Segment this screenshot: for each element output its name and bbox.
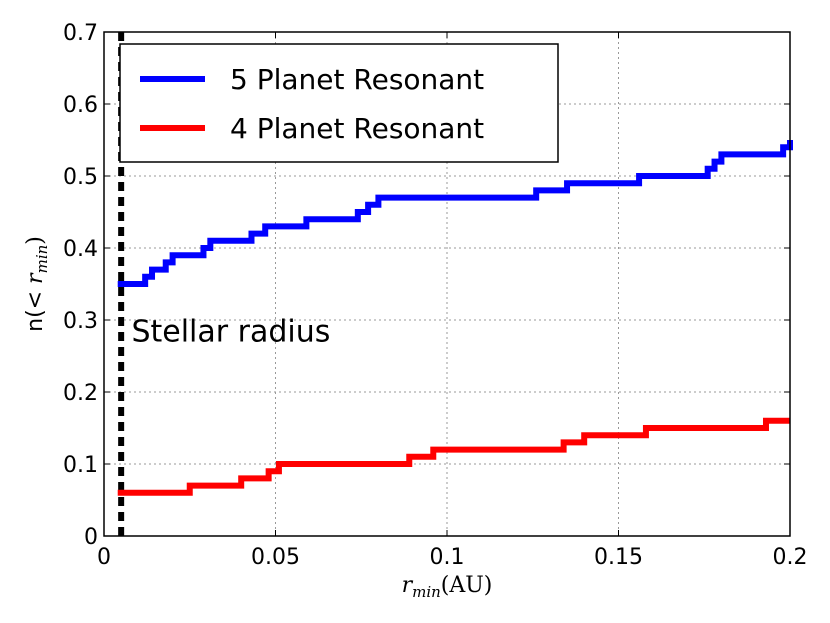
legend-label-5-planet: 5 Planet Resonant [230, 63, 484, 96]
y-tick-label: 0.7 [63, 21, 98, 46]
y-axis-title: n(< rmin) [23, 236, 51, 332]
x-tick-label: 0.2 [773, 545, 808, 570]
y-tick-label: 0.2 [63, 381, 98, 406]
y-tick-label: 0.5 [63, 165, 98, 190]
x-tick-label: 0 [97, 545, 111, 570]
y-tick-label: 0 [84, 525, 98, 550]
x-tick-label: 0.1 [430, 545, 465, 570]
x-tick-label: 0.05 [251, 545, 300, 570]
y-tick-label: 0.1 [63, 453, 98, 478]
y-tick-label: 0.4 [63, 237, 98, 262]
x-axis-title: rmin(AU) [402, 573, 493, 601]
legend-box [119, 43, 559, 163]
y-tick-label: 0.3 [63, 309, 98, 334]
x-tick-label: 0.15 [594, 545, 643, 570]
ticks: 0 0.05 0.1 0.15 0.2 0 0.1 0.2 0.3 0.4 0.5 0.6 0.7 [63, 21, 808, 570]
legend: 5 Planet Resonant 4 Planet Resonant [119, 43, 559, 163]
stellar-radius-label: Stellar radius [131, 315, 330, 350]
series-line-0 [117, 140, 793, 287]
series-line-1 [117, 417, 790, 496]
y-tick-label: 0.6 [63, 93, 98, 118]
legend-label-4-planet: 4 Planet Resonant [230, 112, 484, 145]
series-lines [117, 140, 793, 496]
